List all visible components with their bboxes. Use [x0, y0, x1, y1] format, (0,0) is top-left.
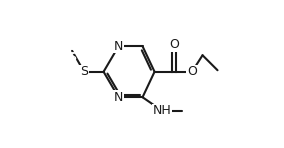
Text: O: O — [169, 38, 179, 51]
Text: S: S — [68, 52, 76, 65]
Text: N: N — [114, 91, 123, 104]
Text: S: S — [80, 65, 88, 78]
Text: NH: NH — [153, 104, 172, 117]
Text: S: S — [68, 44, 76, 57]
Text: N: N — [114, 40, 123, 53]
Text: O: O — [187, 65, 197, 78]
